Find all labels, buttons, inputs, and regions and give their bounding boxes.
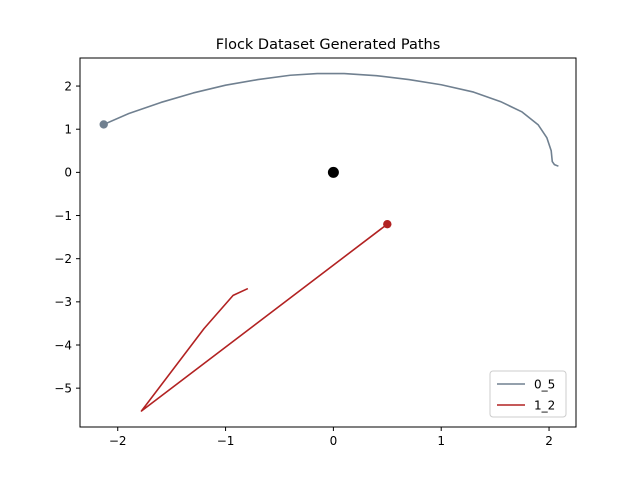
axis-ticks: −2 −1 0 1 2 2 1 0 −1 −2 −3 −4 −5 (54, 79, 553, 448)
center-point (327, 166, 339, 178)
axes-frame (79, 57, 577, 428)
y-tick-label: 1 (64, 123, 72, 137)
y-tick-label: 2 (64, 79, 72, 93)
x-tick-label: −2 (109, 434, 127, 448)
y-tick-label: −3 (54, 295, 72, 309)
plot-area (99, 72, 559, 412)
series-start-point-1_2 (383, 219, 392, 229)
x-tick-label: −1 (217, 434, 235, 448)
legend-label-1_2: 1_2 (534, 398, 555, 412)
series-line-0_5 (102, 72, 559, 167)
chart-title: Flock Dataset Generated Paths (216, 37, 441, 53)
series-start-point-0_5 (99, 120, 108, 129)
y-tick-label: 0 (64, 166, 72, 180)
y-tick-label: −4 (54, 338, 72, 352)
x-tick-label: 2 (545, 434, 553, 448)
series-line-1_2 (140, 223, 389, 412)
y-tick-label: −2 (54, 252, 72, 266)
y-tick-label: −1 (54, 209, 72, 223)
x-tick-label: 1 (437, 434, 445, 448)
y-tick-label: −5 (54, 381, 72, 395)
legend-label-0_5: 0_5 (534, 377, 555, 391)
legend: 0_5 1_2 (489, 370, 567, 418)
x-tick-label: 0 (330, 434, 338, 448)
